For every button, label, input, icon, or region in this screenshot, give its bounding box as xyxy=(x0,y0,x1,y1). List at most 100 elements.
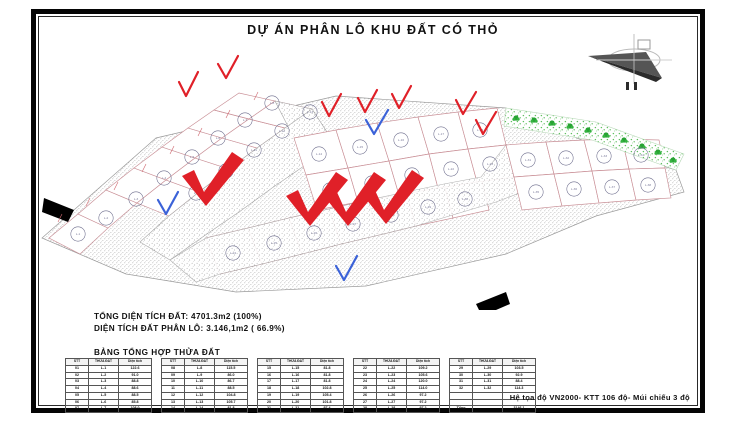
cell-area: 88.6 xyxy=(118,385,152,393)
lot-table-group-4: STT THỬA ĐẤT Diện tích 22 L-22 109.2 23 L-23 105… xyxy=(353,358,440,414)
table-row[interactable]: 17 L-17 81.8 xyxy=(257,378,344,387)
table-row[interactable]: 20 L-20 101.8 xyxy=(257,398,344,407)
cell-empty xyxy=(472,391,503,400)
cell-area: 115.5 xyxy=(214,364,248,373)
table-row[interactable]: 10 L-10 86.7 xyxy=(161,378,248,387)
north-arrow-icon xyxy=(588,34,672,90)
cell-lot: L-21 xyxy=(280,405,311,414)
cell-lot: L-27 xyxy=(376,398,407,407)
cell-lot: L-4 xyxy=(88,385,119,393)
table-row[interactable]: 05 L-5 88.5 xyxy=(65,391,152,400)
cell-stt: 13 xyxy=(161,398,185,407)
cell-lot: L-10 xyxy=(184,378,215,387)
cell-area: 81.8 xyxy=(310,364,344,373)
cell-area: 88.5 xyxy=(118,391,152,400)
cell-lot: L-8 xyxy=(184,364,215,373)
header-lot: THỬA ĐẤT xyxy=(88,358,119,366)
table-row[interactable]: 14 L-14 81.8 xyxy=(161,405,248,414)
table-row[interactable]: 15 L-15 81.8 xyxy=(257,364,344,373)
table-row[interactable]: 22 L-22 109.2 xyxy=(353,364,440,373)
table-row[interactable]: 31 L-31 88.4 xyxy=(449,378,536,387)
cell-stt: 03 xyxy=(65,378,89,387)
table-row[interactable]: 13 L-13 105.7 xyxy=(161,398,248,407)
cell-stt: 02 xyxy=(65,371,89,380)
table-header-row: STT THỬA ĐẤT Diện tích xyxy=(161,358,248,366)
cell-lot: L-13 xyxy=(184,398,215,407)
cell-area: 88.5 xyxy=(214,385,248,393)
cell-stt: 26 xyxy=(353,391,377,400)
lot-table-group-2: STT THỬA ĐẤT Diện tích 08 L-8 115.5 09 L-9 86.0 1… xyxy=(161,358,248,414)
svg-text:L-36: L-36 xyxy=(571,187,577,191)
table-row[interactable]: 08 L-8 115.5 xyxy=(161,364,248,373)
cell-lot: L-11 xyxy=(184,385,215,393)
cell-stt: 14 xyxy=(161,405,185,414)
table-row[interactable]: 25 L-25 114.0 xyxy=(353,385,440,393)
table-row[interactable]: 19 L-19 105.4 xyxy=(257,391,344,400)
svg-text:L-37: L-37 xyxy=(609,185,615,189)
cell-stt: 20 xyxy=(257,398,281,407)
cell-empty xyxy=(472,398,503,407)
cell-lot: L-5 xyxy=(88,391,119,400)
header-stt: STT xyxy=(65,358,89,366)
table-row[interactable]: 32 L-32 114.3 xyxy=(449,385,536,393)
cell-stt: 28 xyxy=(353,405,377,414)
table-row[interactable]: 01 L-1 122.6 xyxy=(65,364,152,373)
table-row[interactable]: 02 L-2 91.0 xyxy=(65,371,152,380)
table-row[interactable]: 27 L-27 97.2 xyxy=(353,398,440,407)
table-row[interactable]: 21 L-21 97.4 xyxy=(257,405,344,414)
cell-lot: L-2 xyxy=(88,371,119,380)
cell-area: 122.6 xyxy=(118,364,152,373)
table-row[interactable]: 28 L-28 97.2 xyxy=(353,405,440,414)
table-row[interactable]: 24 L-24 120.0 xyxy=(353,378,440,387)
cell-lot: L-18 xyxy=(280,385,311,393)
svg-text:L-16: L-16 xyxy=(398,138,404,142)
table-row[interactable]: 23 L-23 105.6 xyxy=(353,371,440,380)
cell-area: 88.8 xyxy=(118,378,152,387)
cell-area: 91.0 xyxy=(118,371,152,380)
plot-block-upper-left-second-tier xyxy=(136,100,313,217)
svg-text:L-38: L-38 xyxy=(645,183,651,187)
cell-area: 103.5 xyxy=(502,364,536,373)
cell-lot: L-3 xyxy=(88,378,119,387)
table-row[interactable]: 07 L-7 108.0 xyxy=(65,405,152,414)
lot-table: STT THỬA ĐẤT Diện tích 29 L-29 103.5 30 L-30 92.… xyxy=(449,358,536,414)
cell-stt: 25 xyxy=(353,385,377,393)
cell-area: 105.4 xyxy=(310,391,344,400)
cell-lot: L-15 xyxy=(280,364,311,373)
total-spacer xyxy=(472,405,503,414)
table-row[interactable]: 29 L-29 103.5 xyxy=(449,364,536,373)
cell-lot: L-6 xyxy=(88,398,119,407)
table-row[interactable]: 03 L-3 88.8 xyxy=(65,378,152,387)
svg-text:L-8: L-8 xyxy=(270,101,275,105)
table-row[interactable]: 16 L-16 81.8 xyxy=(257,371,344,380)
cell-stt: 17 xyxy=(257,378,281,387)
cell-stt: 24 xyxy=(353,378,377,387)
cell-area: 86.7 xyxy=(214,378,248,387)
cell-area: 105.7 xyxy=(214,398,248,407)
svg-text:L-34: L-34 xyxy=(638,153,644,157)
table-row[interactable]: 04 L-4 88.6 xyxy=(65,385,152,393)
cell-stt: 23 xyxy=(353,371,377,380)
cell-stt: 08 xyxy=(161,364,185,373)
cell-area: 81.8 xyxy=(310,371,344,380)
table-row[interactable]: 09 L-9 86.0 xyxy=(161,371,248,380)
section-arrow-left xyxy=(42,198,74,222)
cell-area: 81.8 xyxy=(214,405,248,414)
cell-area: 114.0 xyxy=(406,385,440,393)
table-row[interactable]: 12 L-12 104.8 xyxy=(161,391,248,400)
drawing-frame: DỰ ÁN PHÂN LÔ KHU ĐẤT CÓ THỎ xyxy=(31,9,705,414)
table-row[interactable]: 06 L-6 85.8 xyxy=(65,398,152,407)
cell-stt: 22 xyxy=(353,364,377,373)
cell-stt: 27 xyxy=(353,398,377,407)
table-row[interactable]: 30 L-30 92.9 xyxy=(449,371,536,380)
area-summary: TỔNG DIỆN TÍCH ĐẤT: 4701.3m2 (100%) DIỆN… xyxy=(94,311,285,335)
table-row[interactable]: 18 L-18 102.8 xyxy=(257,385,344,393)
cell-lot: L-17 xyxy=(280,378,311,387)
table-row[interactable]: 26 L-26 97.2 xyxy=(353,391,440,400)
svg-text:L-14: L-14 xyxy=(316,152,322,156)
svg-text:L-17: L-17 xyxy=(438,132,444,136)
svg-text:L-13: L-13 xyxy=(307,110,313,114)
cell-lot: L-25 xyxy=(376,385,407,393)
cell-lot: L-29 xyxy=(472,364,503,373)
table-row[interactable]: 11 L-11 88.5 xyxy=(161,385,248,393)
